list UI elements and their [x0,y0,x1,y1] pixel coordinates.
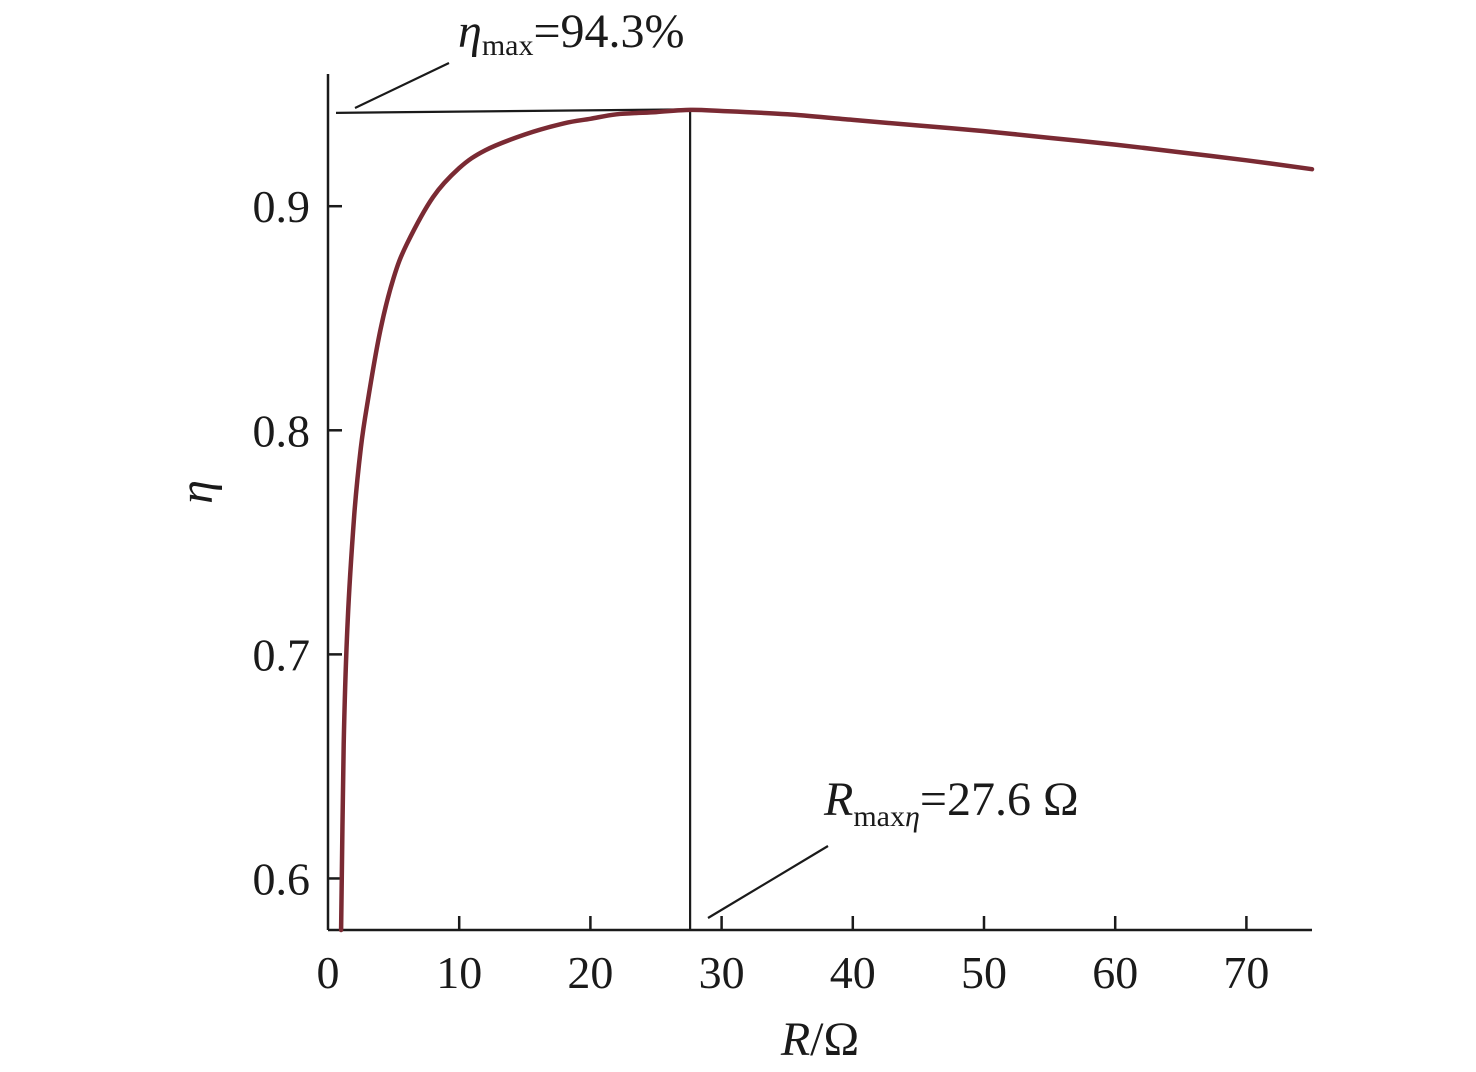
r-max-value: =27.6 Ω [920,773,1079,826]
x-tick-label: 30 [699,947,745,998]
x-axis-ticks: 0 10 20 30 40 50 60 70 [317,916,1269,998]
r-max-sub: max [853,800,905,833]
y-tick-label: 0.8 [253,405,311,456]
x-tick-label: 40 [830,947,876,998]
r-max-annotation: Rmaxη=27.6 Ω [823,773,1079,833]
eta-max-annotation: ηmax=94.3% [458,5,685,62]
eta-max-value: =94.3% [533,5,684,58]
x-tick-label: 50 [961,947,1007,998]
series-line-efficiency [338,107,1315,933]
eta-max-leader-line [354,62,450,109]
y-tick-label: 0.6 [253,853,311,904]
y-axis-title: η [170,480,223,504]
x-tick-label: 20 [567,947,613,998]
x-tick-label: 60 [1092,947,1138,998]
eta-max-var: η [458,5,482,58]
eta-max-sub: max [482,29,534,62]
x-axis-var: R [780,1013,810,1066]
x-tick-label: 10 [436,947,482,998]
y-tick-label: 0.7 [253,629,311,680]
y-tick-label: 0.9 [253,181,311,232]
r-max-leader-line [707,845,829,919]
max-efficiency-line [335,108,691,114]
y-axis-ticks: 0.6 0.7 0.8 0.9 [253,181,342,904]
r-max-var: R [823,773,853,826]
x-axis-unit: /Ω [810,1013,859,1066]
x-tick-label: 0 [317,947,340,998]
x-tick-label: 70 [1223,947,1269,998]
r-max-sub-var: η [905,800,920,833]
x-axis-title: R/Ω [780,1013,859,1066]
